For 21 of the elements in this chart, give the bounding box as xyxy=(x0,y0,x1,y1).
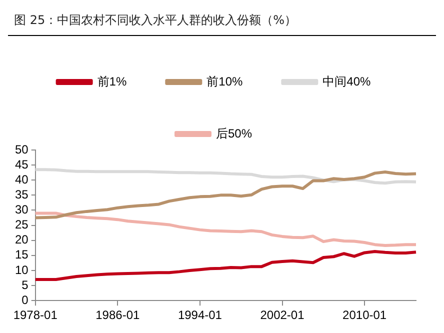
y-tick-label: 20 xyxy=(14,232,29,247)
y-tick-label: 10 xyxy=(14,262,29,277)
y-tick-label: 45 xyxy=(14,157,29,172)
x-tick-label: 2002-01 xyxy=(260,308,305,322)
chart-title: 图 25：中国农村不同收入水平人群的收入份额（%） xyxy=(8,8,436,36)
legend-label: 中间40% xyxy=(322,74,372,88)
legend-label: 前10% xyxy=(206,74,243,88)
y-tick-label: 15 xyxy=(14,248,29,262)
legend-label: 前1% xyxy=(97,74,127,88)
y-tick-label: 50 xyxy=(14,142,29,156)
legend-label: 后50% xyxy=(216,126,252,140)
y-tick-label: 35 xyxy=(14,187,29,202)
x-tick-label: 1978-01 xyxy=(13,308,58,322)
x-tick-label: 2010-01 xyxy=(342,308,387,322)
x-tick-label: 1994-01 xyxy=(178,308,222,322)
y-tick-label: 40 xyxy=(14,172,29,186)
y-tick-label: 25 xyxy=(14,218,29,232)
y-tick-label: 30 xyxy=(14,202,29,217)
y-tick-label: 0 xyxy=(22,292,29,307)
x-tick-label: 1986-01 xyxy=(96,308,140,322)
y-tick-label: 5 xyxy=(22,278,29,292)
